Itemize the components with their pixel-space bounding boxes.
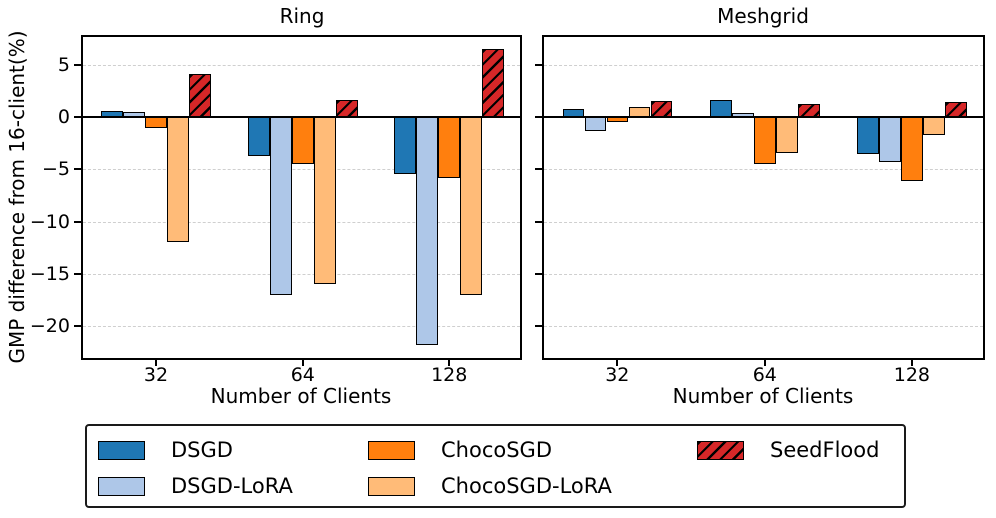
y-tick-label: −15 bbox=[29, 262, 70, 285]
gridline bbox=[544, 326, 983, 327]
y-tick-mark bbox=[74, 63, 81, 66]
legend-item-dsgd-lora: DSGD-LoRA bbox=[98, 473, 293, 499]
gridline bbox=[544, 64, 983, 66]
ring-title: Ring bbox=[279, 4, 325, 28]
bar-chocosgd-lora-64 bbox=[314, 117, 336, 285]
bar-chocosgd-128 bbox=[438, 117, 460, 178]
bar-chocosgd-lora-32 bbox=[167, 117, 189, 243]
y-tick-mark bbox=[535, 63, 542, 66]
bar-chocosgd-64 bbox=[754, 117, 776, 165]
gridline bbox=[83, 221, 520, 223]
gridline bbox=[83, 169, 520, 171]
bar-seedflood-64 bbox=[798, 104, 820, 117]
x-tick-mark bbox=[154, 360, 157, 366]
legend: DSGD DSGD-LoRA ChocoSGD ChocoSGD-LoRA Se… bbox=[85, 424, 906, 508]
bar-seedflood-32 bbox=[189, 74, 211, 117]
meshgrid-x-axis-label: Number of Clients bbox=[672, 384, 854, 408]
gridline bbox=[83, 64, 520, 66]
gridline bbox=[544, 169, 983, 171]
bar-dsgd-64 bbox=[248, 117, 270, 156]
bar-seedflood-32 bbox=[650, 101, 673, 117]
bar-chocosgd-lora-128 bbox=[460, 117, 482, 295]
gridline bbox=[544, 273, 983, 275]
x-tick-label: 128 bbox=[431, 364, 468, 386]
y-tick-mark bbox=[535, 220, 542, 223]
bar-dsgd-lora-32 bbox=[584, 117, 607, 131]
zero-line bbox=[83, 115, 520, 119]
x-tick-mark bbox=[448, 360, 451, 366]
y-tick-mark bbox=[74, 272, 81, 275]
legend-label: DSGD-LoRA bbox=[171, 474, 293, 498]
y-tick-mark bbox=[74, 220, 81, 223]
bar-dsgd-lora-128 bbox=[416, 117, 438, 345]
chocosgd-lora-swatch-icon bbox=[368, 476, 415, 496]
x-tick-label: 32 bbox=[143, 364, 169, 386]
meshgrid-plot-area bbox=[542, 35, 985, 360]
y-tick-label: 5 bbox=[57, 53, 70, 76]
zero-line bbox=[544, 115, 983, 119]
bar-dsgd-64 bbox=[710, 100, 732, 117]
bar-chocosgd-128 bbox=[901, 117, 923, 181]
gridline bbox=[83, 273, 520, 275]
ring-plot-area bbox=[81, 35, 522, 360]
x-tick-label: 64 bbox=[290, 364, 315, 386]
y-tick-mark bbox=[74, 116, 81, 118]
bar-dsgd-128 bbox=[857, 117, 879, 154]
legend-item-chocosgd: ChocoSGD bbox=[368, 437, 552, 463]
bar-dsgd-128 bbox=[394, 117, 416, 175]
bar-dsgd-lora-128 bbox=[879, 117, 901, 162]
legend-item-seedflood: SeedFlood bbox=[697, 437, 879, 463]
bar-chocosgd-lora-64 bbox=[776, 117, 798, 153]
x-tick-mark bbox=[616, 360, 619, 366]
legend-item-chocosgd-lora: ChocoSGD-LoRA bbox=[368, 473, 612, 499]
seedflood-swatch-icon bbox=[697, 440, 744, 460]
bar-chocosgd-64 bbox=[292, 117, 314, 165]
y-axis-label: GMP difference from 16-client(%) bbox=[5, 30, 29, 364]
x-tick-mark bbox=[910, 360, 913, 366]
meshgrid-title: Meshgrid bbox=[717, 4, 809, 28]
legend-label: SeedFlood bbox=[770, 438, 880, 462]
bar-chocosgd-lora-128 bbox=[923, 117, 945, 135]
y-tick-label: −20 bbox=[29, 315, 70, 337]
y-tick-mark bbox=[74, 168, 81, 171]
gridline bbox=[544, 221, 983, 223]
y-tick-mark bbox=[535, 325, 542, 327]
y-tick-label: −5 bbox=[41, 158, 70, 181]
legend-item-dsgd: DSGD bbox=[98, 437, 233, 463]
gridline bbox=[83, 326, 520, 327]
y-tick-mark bbox=[535, 272, 542, 275]
chocosgd-swatch-icon bbox=[368, 440, 415, 460]
dsgd-lora-swatch-icon bbox=[98, 476, 145, 496]
legend-label: DSGD bbox=[171, 438, 233, 462]
x-tick-mark bbox=[301, 360, 304, 366]
x-tick-label: 32 bbox=[605, 364, 630, 386]
legend-label: ChocoSGD-LoRA bbox=[441, 474, 612, 498]
y-tick-mark bbox=[535, 168, 542, 171]
bar-seedflood-64 bbox=[336, 100, 358, 117]
y-tick-label: −10 bbox=[29, 210, 70, 233]
bar-dsgd-lora-64 bbox=[270, 117, 292, 295]
y-tick-mark bbox=[535, 116, 542, 118]
y-tick-label: 0 bbox=[57, 106, 70, 128]
bar-chocosgd-32 bbox=[145, 117, 167, 129]
x-tick-label: 128 bbox=[893, 364, 930, 386]
x-tick-label: 64 bbox=[752, 364, 777, 386]
legend-label: ChocoSGD bbox=[441, 438, 552, 462]
bar-seedflood-128 bbox=[482, 49, 504, 117]
dsgd-swatch-icon bbox=[98, 440, 145, 460]
x-tick-mark bbox=[763, 360, 766, 366]
ring-x-axis-label: Number of Clients bbox=[210, 384, 392, 408]
y-tick-mark bbox=[74, 325, 81, 327]
